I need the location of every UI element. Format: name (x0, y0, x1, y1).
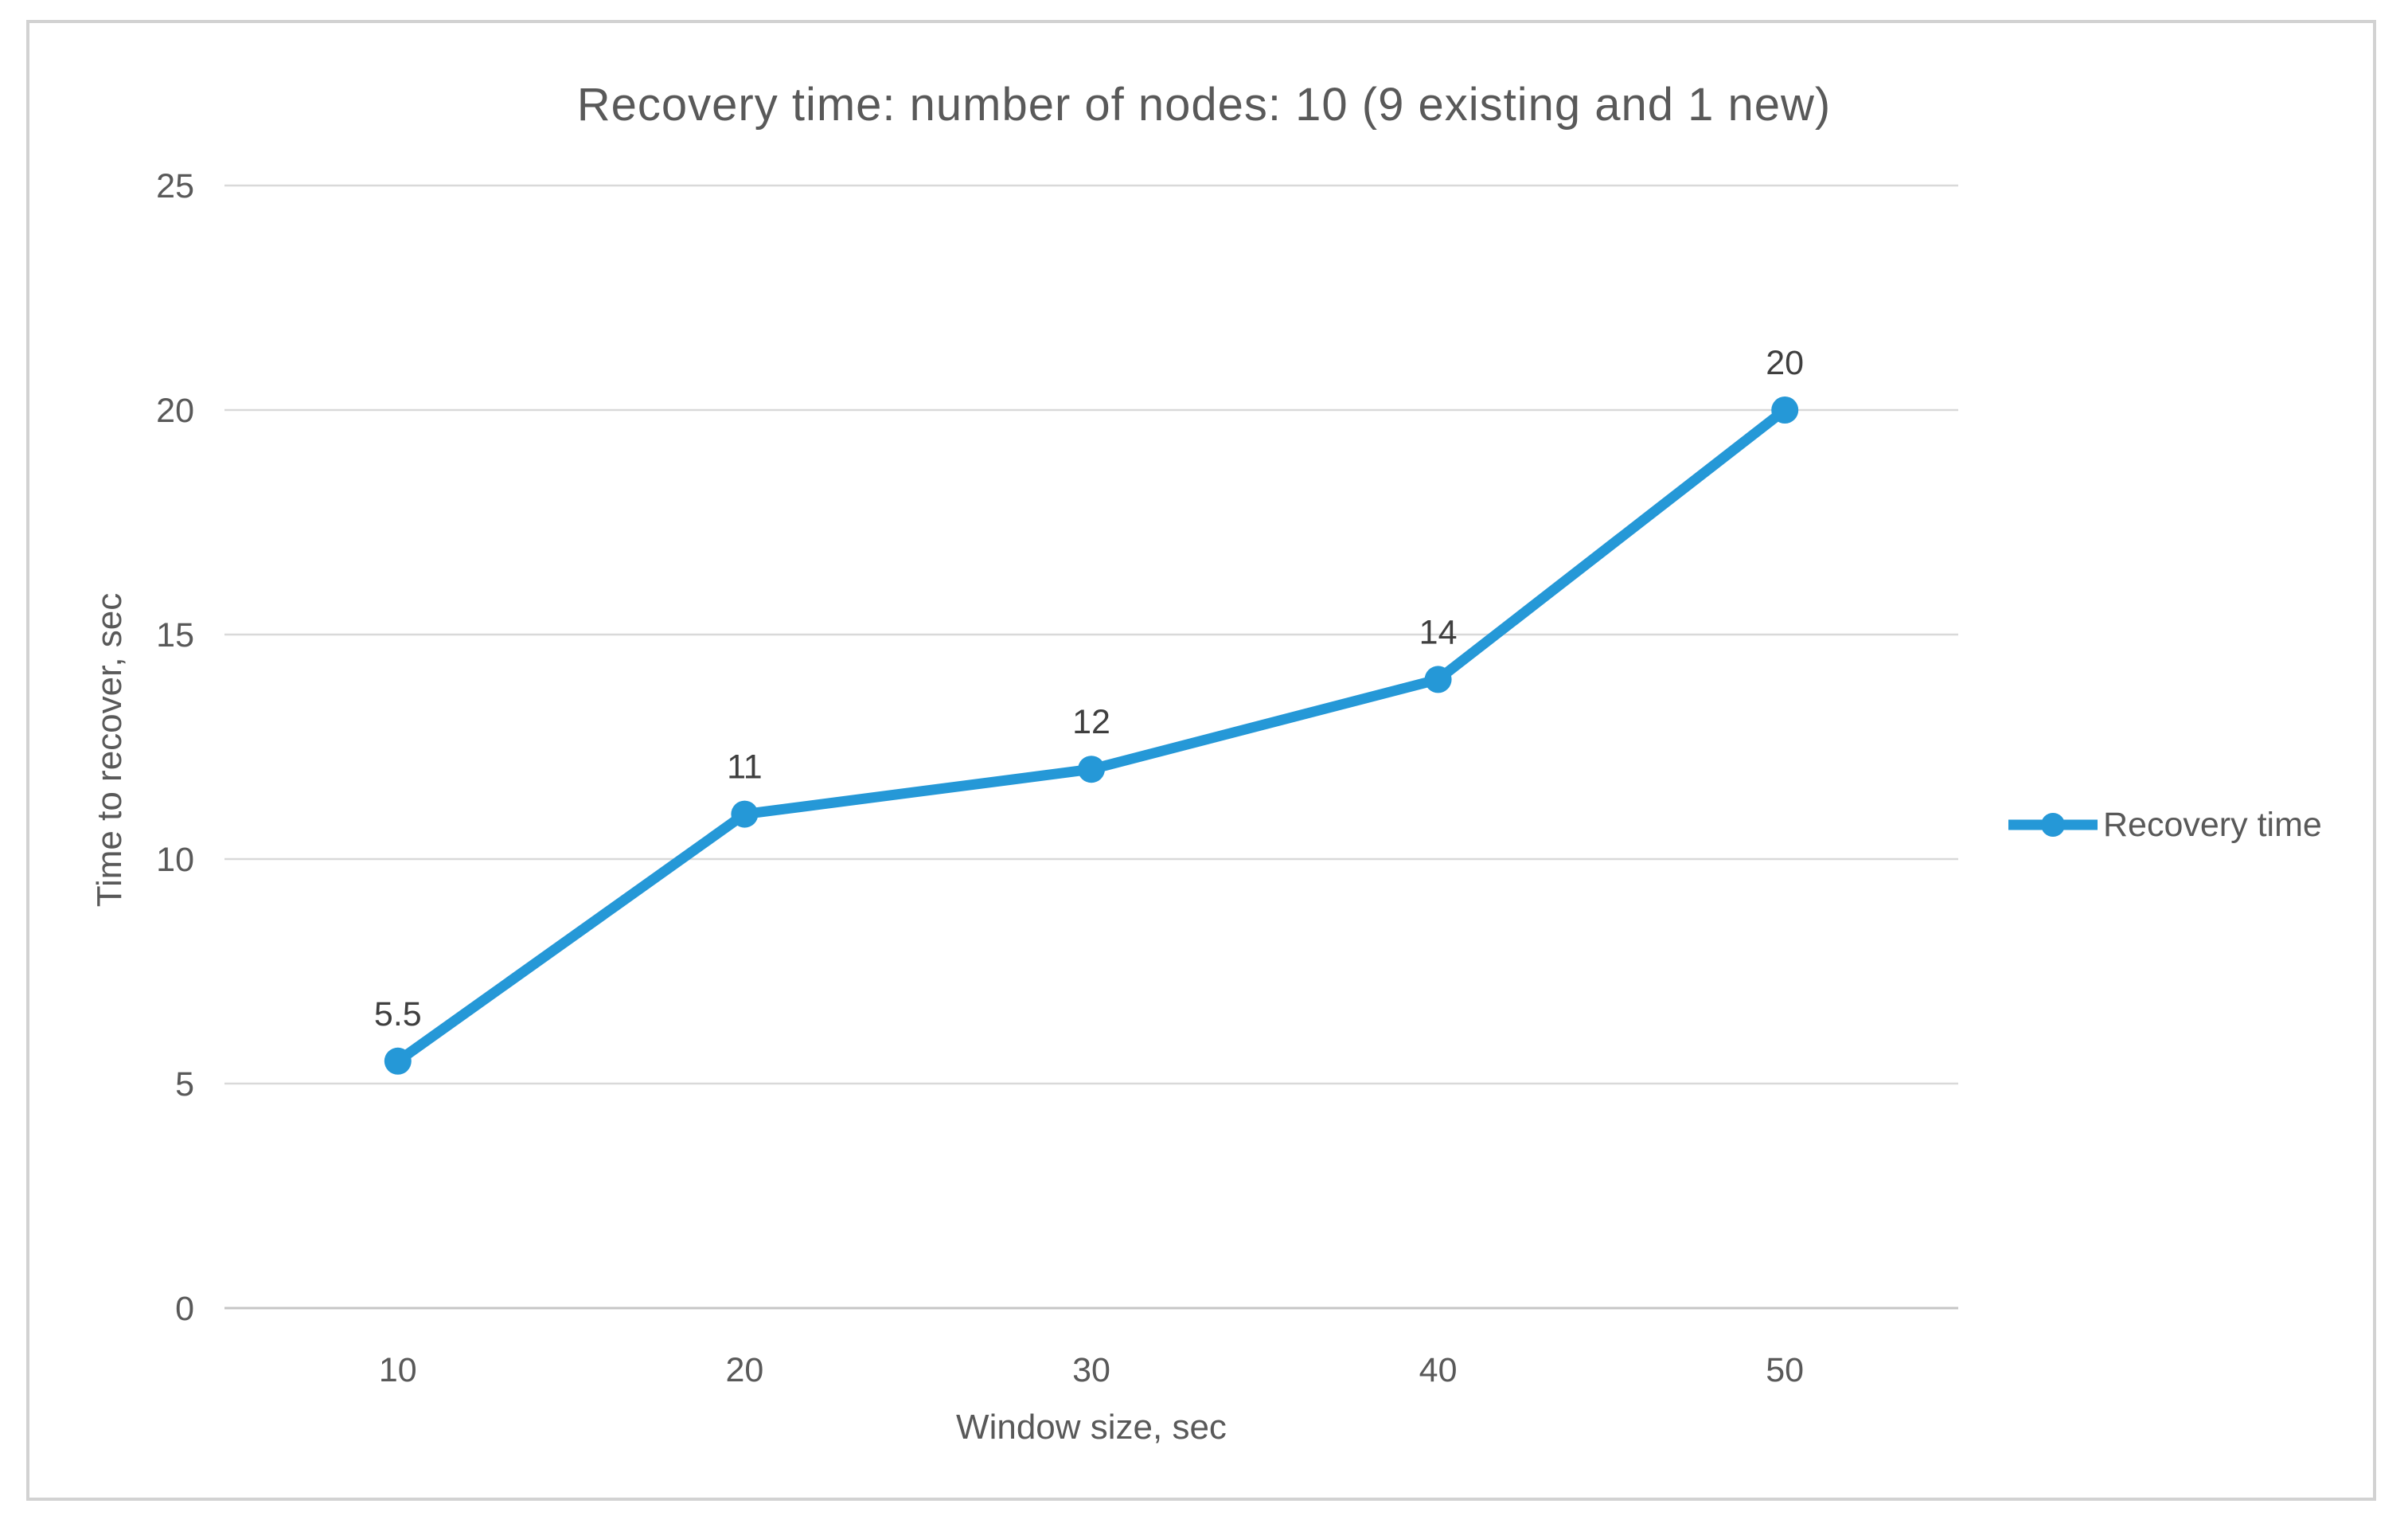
data-point-30 (1078, 756, 1105, 783)
x-tick-label-40: 40 (1419, 1351, 1458, 1389)
series-recovery-time (384, 396, 1799, 1075)
legend: Recovery time (2006, 806, 2322, 844)
data-label-30: 12 (1072, 703, 1110, 741)
data-label-50: 20 (1766, 344, 1804, 382)
x-tick-label-50: 50 (1766, 1351, 1804, 1389)
legend-marker-icon (2008, 813, 2098, 837)
gridlines (224, 184, 1958, 1310)
chart-frame (26, 20, 2376, 1501)
y-tick-label-25: 25 (156, 167, 194, 205)
y-tick-label-15: 15 (156, 616, 194, 654)
data-label-40: 14 (1419, 613, 1458, 651)
x-tick-label-10: 10 (379, 1351, 417, 1389)
y-tick-label-20: 20 (156, 392, 194, 430)
axis-and-data-labels: 0 5 10 15 20 25 10 20 30 40 50 5.5 11 12 14 20 (156, 167, 1804, 1389)
x-axis-title: Window size, sec (956, 1408, 1227, 1447)
x-tick-label-30: 30 (1072, 1351, 1110, 1389)
data-point-50 (1771, 396, 1799, 424)
legend-dot-icon (2041, 813, 2065, 837)
y-tick-label-10: 10 (156, 841, 194, 879)
data-point-40 (1424, 666, 1452, 693)
data-label-10: 5.5 (374, 995, 422, 1033)
y-tick-label-0: 0 (175, 1290, 194, 1328)
y-tick-label-5: 5 (175, 1065, 194, 1103)
x-tick-label-20: 20 (725, 1351, 763, 1389)
data-label-20: 11 (727, 748, 763, 787)
data-point-10 (384, 1047, 412, 1075)
legend-label: Recovery time (2103, 805, 2322, 844)
chart-title: Recovery time: number of nodes: 10 (9 ex… (576, 79, 1832, 131)
data-point-20 (731, 800, 759, 828)
